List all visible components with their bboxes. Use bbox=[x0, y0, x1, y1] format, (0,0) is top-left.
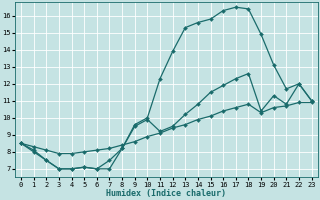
X-axis label: Humidex (Indice chaleur): Humidex (Indice chaleur) bbox=[106, 189, 226, 198]
